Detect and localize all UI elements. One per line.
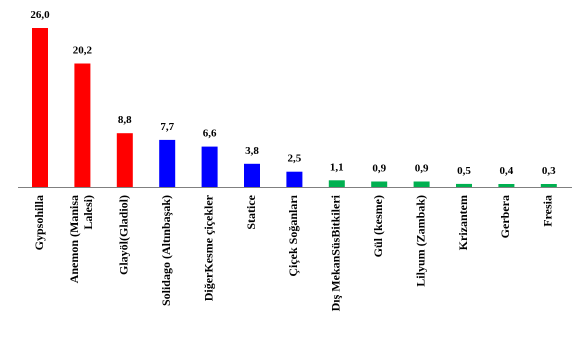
value-label-0: 26,0	[30, 9, 50, 21]
value-label-7: 1,1	[330, 161, 344, 173]
bars-layer	[32, 28, 557, 187]
category-label-line: Lilyum (Zambak)	[413, 195, 427, 287]
category-label-line: Krizantem	[456, 195, 470, 250]
category-label-line: Gerbera	[498, 195, 512, 238]
category-label-line: Gypsohilla	[32, 195, 46, 250]
category-label-line: Fresia	[541, 195, 555, 227]
category-label-1: Anemon (Manisa Lalesi)	[67, 195, 95, 283]
value-label-12: 0,3	[542, 165, 556, 177]
bar-8	[371, 181, 388, 187]
category-label-line: Anemon (Manisa	[67, 195, 81, 283]
value-label-5: 3,8	[245, 145, 259, 157]
value-label-9: 0,9	[415, 163, 429, 175]
bar-4	[201, 146, 218, 187]
category-label-line: Gül (kesme)	[371, 195, 385, 257]
bar-3	[159, 139, 176, 187]
bar-5	[244, 163, 260, 187]
bar-12	[540, 184, 557, 187]
value-label-1: 20,2	[73, 45, 93, 57]
category-label-line: Statice	[244, 194, 258, 229]
value-labels-layer: 26,0 20,2 8,8 7,7 6,6 3,8 2,5 1,1 0,9 0,9 0,5 0,4 0,…	[30, 9, 556, 177]
category-labels-layer: Gypsohilla Anemon (Manisa Lalesi) Glayöl(Gl…	[32, 194, 555, 311]
value-label-10: 0,5	[457, 165, 471, 177]
category-label-11: Gerbera	[498, 195, 512, 238]
bar-0	[32, 28, 48, 187]
value-label-11: 0,4	[500, 165, 514, 177]
bar-7	[328, 180, 345, 187]
value-label-2: 8,8	[118, 114, 132, 126]
category-label-8: Gül (kesme)	[371, 195, 385, 257]
bar-2	[116, 133, 133, 187]
category-label-line: Glayöl(Gladiol)	[117, 195, 131, 275]
value-label-6: 2,5	[288, 153, 302, 165]
category-label-3: Solidago (Altınbaşak)	[159, 195, 173, 306]
category-label-7: Dış MekanSüsBitkileri	[329, 194, 343, 311]
category-label-10: Krizantem	[456, 195, 470, 250]
category-label-line: Dış MekanSüsBitkileri	[329, 194, 343, 311]
bar-6	[286, 171, 303, 187]
value-label-4: 6,6	[203, 128, 217, 140]
category-label-line: Çiçek Soğanları	[286, 194, 300, 276]
category-label-line: Solidago (Altınbaşak)	[159, 195, 173, 306]
category-label-line: DiğerKesme çiçekler	[201, 194, 215, 301]
category-label-12: Fresia	[541, 195, 555, 227]
value-label-8: 0,9	[372, 163, 386, 175]
bar-10	[456, 183, 472, 187]
category-label-9: Lilyum (Zambak)	[413, 195, 427, 287]
bar-1	[74, 63, 91, 187]
category-label-4: DiğerKesme çiçekler	[201, 194, 215, 301]
bar-11	[498, 184, 515, 187]
category-label-6: Çiçek Soğanları	[286, 194, 300, 276]
category-label-line: Lalesi)	[81, 195, 95, 230]
category-label-5: Statice	[244, 194, 258, 229]
value-label-3: 7,7	[160, 121, 174, 133]
category-label-0: Gypsohilla	[32, 195, 46, 250]
bar-9	[413, 181, 430, 187]
category-label-2: Glayöl(Gladiol)	[117, 195, 131, 275]
